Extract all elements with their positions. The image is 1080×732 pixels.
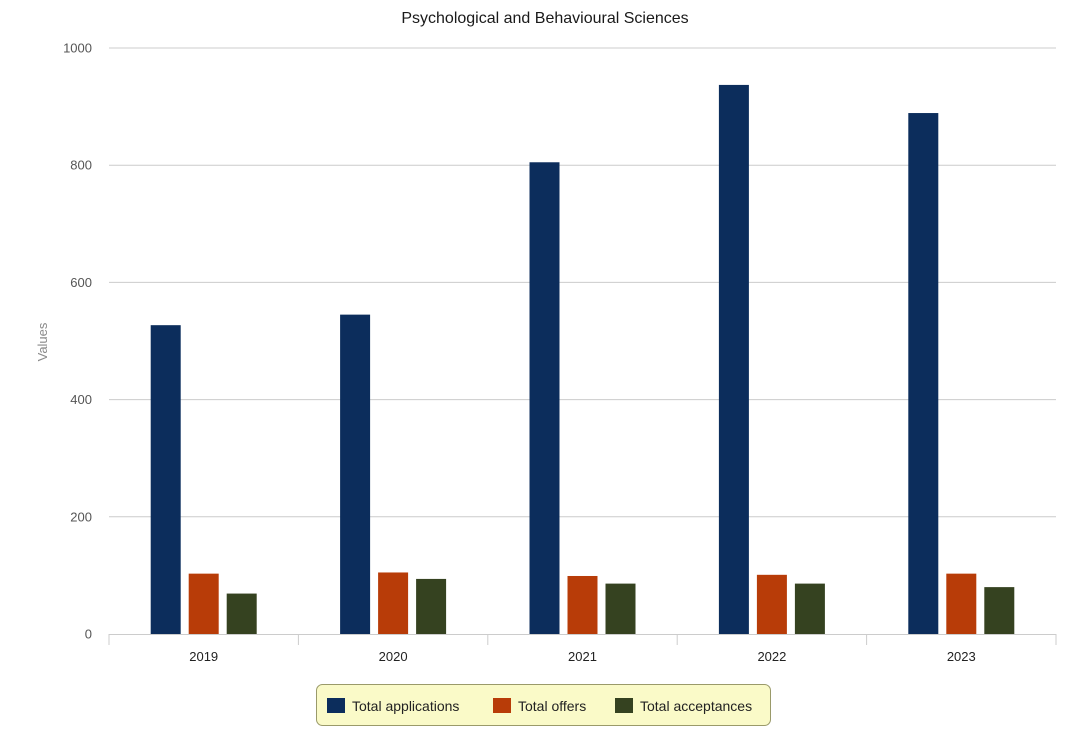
bar[interactable]: [567, 575, 598, 634]
bar[interactable]: [340, 314, 371, 634]
gridlines: [109, 47, 1056, 518]
bar[interactable]: [416, 578, 447, 634]
bar[interactable]: [756, 574, 787, 634]
legend-swatch[interactable]: [493, 698, 511, 713]
legend-item-label[interactable]: Total offers: [518, 698, 586, 714]
bar[interactable]: [188, 573, 219, 634]
bar[interactable]: [946, 573, 977, 634]
y-axis: 0 200 400 600 800 1000: [63, 41, 92, 642]
bar[interactable]: [378, 572, 409, 634]
y-tick-label: 400: [70, 392, 92, 407]
legend-swatch[interactable]: [615, 698, 633, 713]
y-tick-label: 200: [70, 509, 92, 524]
legend-box: [316, 684, 771, 726]
legend-item-label[interactable]: Total acceptances: [640, 698, 752, 714]
bar[interactable]: [529, 162, 560, 634]
bar[interactable]: [226, 593, 257, 634]
bar[interactable]: [984, 587, 1015, 634]
chart-title: Psychological and Behavioural Sciences: [401, 10, 688, 27]
x-tick-label: 2023: [947, 649, 976, 664]
bar[interactable]: [605, 583, 636, 634]
bar[interactable]: [718, 84, 749, 635]
bars: [150, 84, 1015, 635]
x-tick-label: 2019: [189, 649, 218, 664]
y-axis-label: Values: [35, 322, 50, 361]
x-tick-label: 2022: [757, 649, 786, 664]
x-axis: [108, 634, 1057, 645]
x-tick-label: 2020: [379, 649, 408, 664]
legend-swatch[interactable]: [327, 698, 345, 713]
y-tick-label: 800: [70, 158, 92, 173]
bar[interactable]: [908, 113, 939, 634]
x-axis-labels: 2019 2020 2021 2022 2023: [189, 649, 976, 664]
x-tick-label: 2021: [568, 649, 597, 664]
bar[interactable]: [794, 583, 825, 634]
y-tick-label: 600: [70, 275, 92, 290]
legend-item-label[interactable]: Total applications: [352, 698, 459, 714]
y-tick-label: 0: [85, 627, 92, 642]
legend[interactable]: Total applications Total offers Total acce…: [316, 684, 771, 726]
bar[interactable]: [150, 325, 181, 634]
y-tick-label: 1000: [63, 41, 92, 56]
